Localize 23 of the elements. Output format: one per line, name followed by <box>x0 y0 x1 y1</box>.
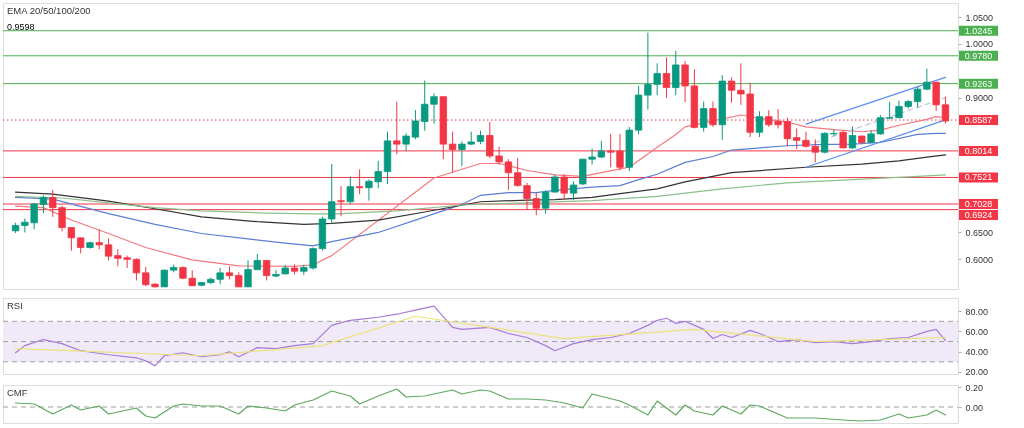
ref-line-label: 1.0245 <box>964 25 993 36</box>
ref-line-label: 0.6924 <box>964 210 993 221</box>
ref-line-label: 0.9780 <box>964 50 993 61</box>
y-tick-label: 0.6000 <box>965 254 994 265</box>
y-tick-label: 1.0500 <box>965 12 994 23</box>
annotation: 0.9598 <box>7 22 35 32</box>
chart-title: CMF <box>7 387 28 398</box>
y-tick-label: 0.6500 <box>965 227 994 238</box>
y-tick-label: 0.00 <box>965 402 984 413</box>
ref-line-label: 0.9263 <box>964 78 993 89</box>
y-tick-label: 80.00 <box>965 306 989 317</box>
y-tick-label: 20.00 <box>965 367 989 378</box>
chart-title: RSI <box>7 300 23 311</box>
y-tick-label: 0.20 <box>965 382 984 393</box>
ref-line-label: 0.7521 <box>964 172 993 183</box>
ref-line-label: 0.7028 <box>964 199 993 210</box>
y-tick-label: 60.00 <box>965 326 989 337</box>
y-tick-label: 1.0000 <box>965 39 994 50</box>
y-tick-label: 0.9000 <box>965 93 994 104</box>
ref-line-label: 0.8587 <box>964 115 993 126</box>
y-tick-label: 40.00 <box>965 347 989 358</box>
chart-title: EMA 20/50/100/200 <box>7 5 91 16</box>
ref-line-label: 0.8014 <box>964 145 993 156</box>
